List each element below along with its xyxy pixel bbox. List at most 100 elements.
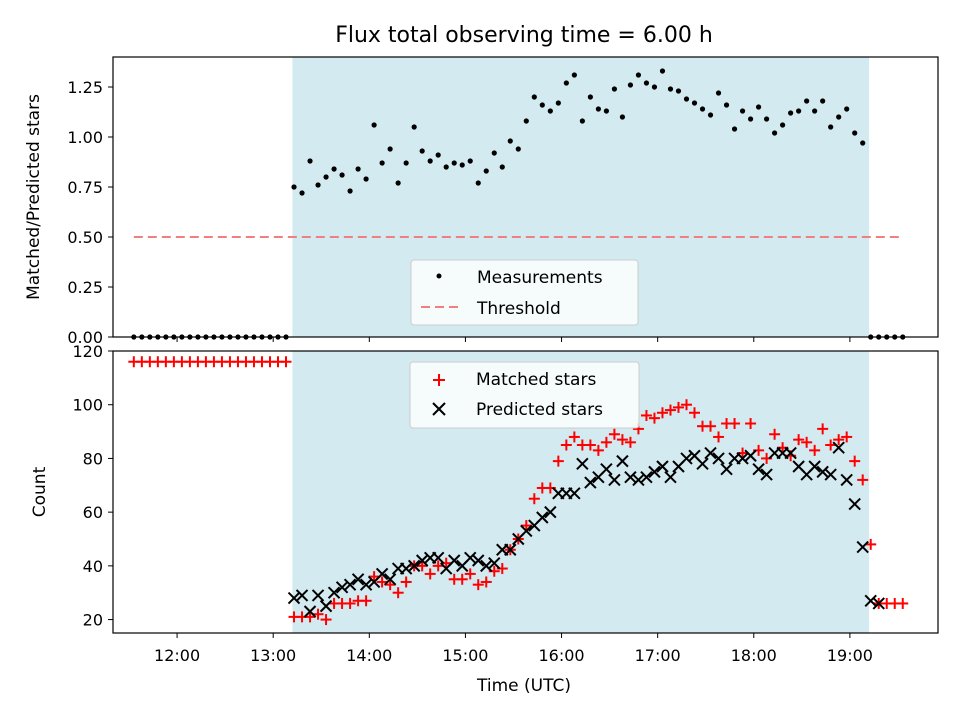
x-tick-label: 17:00 xyxy=(635,646,681,665)
bottom-y-tick-label: 120 xyxy=(72,342,103,361)
matched-star-point xyxy=(456,573,468,585)
matched-star-point xyxy=(368,571,380,583)
legend-matched-label: Matched stars xyxy=(476,370,596,390)
matched-star-point xyxy=(608,428,620,440)
measurement-point xyxy=(491,150,497,156)
matched-star-point xyxy=(817,423,829,435)
bottom-y-tick-label: 80 xyxy=(83,449,103,468)
x-tick-label: 12:00 xyxy=(154,646,200,665)
predicted-star-point xyxy=(488,556,501,570)
top-y-tick-label: 1.25 xyxy=(67,78,103,97)
measurement-point xyxy=(395,180,401,186)
matched-star-point xyxy=(464,568,476,580)
top-x-tick-marks xyxy=(176,337,851,342)
predicted-star-point xyxy=(576,457,589,471)
predicted-star-point xyxy=(704,446,717,460)
predicted-star-point xyxy=(856,540,869,554)
legend-threshold-label: Threshold xyxy=(476,299,561,319)
measurement-point xyxy=(731,126,738,132)
measurement-point xyxy=(555,100,561,106)
predicted-star-point xyxy=(584,476,597,489)
top-y-tick-label: 0.00 xyxy=(67,328,103,347)
predicted-star-point xyxy=(696,457,709,471)
chart-title: Flux total observing time = 6.00 h xyxy=(335,23,713,48)
measurement-point xyxy=(315,182,321,188)
predicted-star-point xyxy=(464,551,477,565)
measurement-point xyxy=(403,160,409,166)
measurement-point xyxy=(667,86,674,92)
measurement-point xyxy=(435,152,441,158)
matched-star-point xyxy=(400,576,412,588)
measurement-point xyxy=(323,174,329,180)
predicted-star-point xyxy=(480,559,493,573)
predicted-star-point xyxy=(640,471,653,484)
measurement-point xyxy=(739,108,746,114)
x-axis-label: Time (UTC) xyxy=(476,676,571,696)
measurement-point xyxy=(763,116,770,122)
predicted-star-point xyxy=(784,446,797,460)
predicted-star-point xyxy=(840,473,853,487)
predicted-star-point xyxy=(600,462,613,476)
measurement-point xyxy=(539,102,545,108)
x-tick-label: 13:00 xyxy=(250,646,296,665)
measurement-point xyxy=(339,172,345,178)
bottom-y-tick-label: 40 xyxy=(83,557,103,576)
predicted-stars-series xyxy=(287,441,885,618)
matched-star-point xyxy=(689,407,701,419)
predicted-star-point xyxy=(407,559,421,573)
matched-star-point xyxy=(680,399,692,411)
matched-star-point xyxy=(568,431,580,443)
measurement-point xyxy=(515,146,521,152)
predicted-star-point xyxy=(536,511,549,524)
measurement-point xyxy=(627,82,634,88)
matched-star-point xyxy=(713,431,725,443)
matched-star-point xyxy=(841,431,853,443)
measurement-point xyxy=(563,80,569,86)
predicted-star-point xyxy=(872,597,885,610)
predicted-star-point xyxy=(632,473,645,487)
matched-star-point xyxy=(897,597,909,609)
matched-star-point xyxy=(560,439,572,451)
predicted-star-point xyxy=(720,462,733,476)
measurement-point xyxy=(483,168,489,174)
measurement-point xyxy=(643,80,650,86)
bottom-legend-box xyxy=(409,361,640,429)
predicted-star-point xyxy=(616,454,629,468)
matched-star-point xyxy=(849,455,861,467)
matched-star-point xyxy=(320,614,332,626)
predicted-star-point xyxy=(311,589,325,602)
measurement-point xyxy=(587,94,593,100)
matched-star-point xyxy=(552,455,564,467)
predicted-star-point xyxy=(415,554,429,567)
measurement-point xyxy=(723,102,730,108)
predicted-star-point xyxy=(608,473,621,487)
predicted-star-point xyxy=(399,562,413,575)
matched-star-point xyxy=(793,434,805,446)
bottom-legend: Matched stars Predicted stars xyxy=(409,361,640,429)
measurement-point xyxy=(427,158,433,164)
matched-star-point xyxy=(312,608,324,620)
bottom-y-tick-label: 100 xyxy=(72,396,103,415)
measurement-point xyxy=(355,166,361,172)
matched-star-point xyxy=(672,401,684,413)
measurement-point xyxy=(804,98,810,104)
measurement-point xyxy=(523,118,529,124)
matched-star-point xyxy=(344,597,356,609)
measurement-point xyxy=(844,106,850,112)
predicted-star-point xyxy=(431,551,445,565)
top-panel: 0.00 0.25 0.50 0.75 1.00 1.25 Matched/Predict… xyxy=(24,56,939,347)
predicted-star-point xyxy=(752,462,765,476)
x-tick-label: 14:00 xyxy=(346,646,392,665)
predicted-star-point xyxy=(568,487,581,500)
predicted-star-point xyxy=(383,573,397,586)
measurement-point xyxy=(699,106,706,112)
measurement-point xyxy=(619,114,626,120)
measurement-point xyxy=(796,108,802,114)
measurement-point xyxy=(291,184,297,190)
x-tick-label: 15:00 xyxy=(442,646,488,665)
matched-star-point xyxy=(472,579,484,591)
predicted-star-point xyxy=(848,497,861,511)
predicted-star-point xyxy=(327,586,341,599)
predicted-star-point xyxy=(303,605,317,618)
